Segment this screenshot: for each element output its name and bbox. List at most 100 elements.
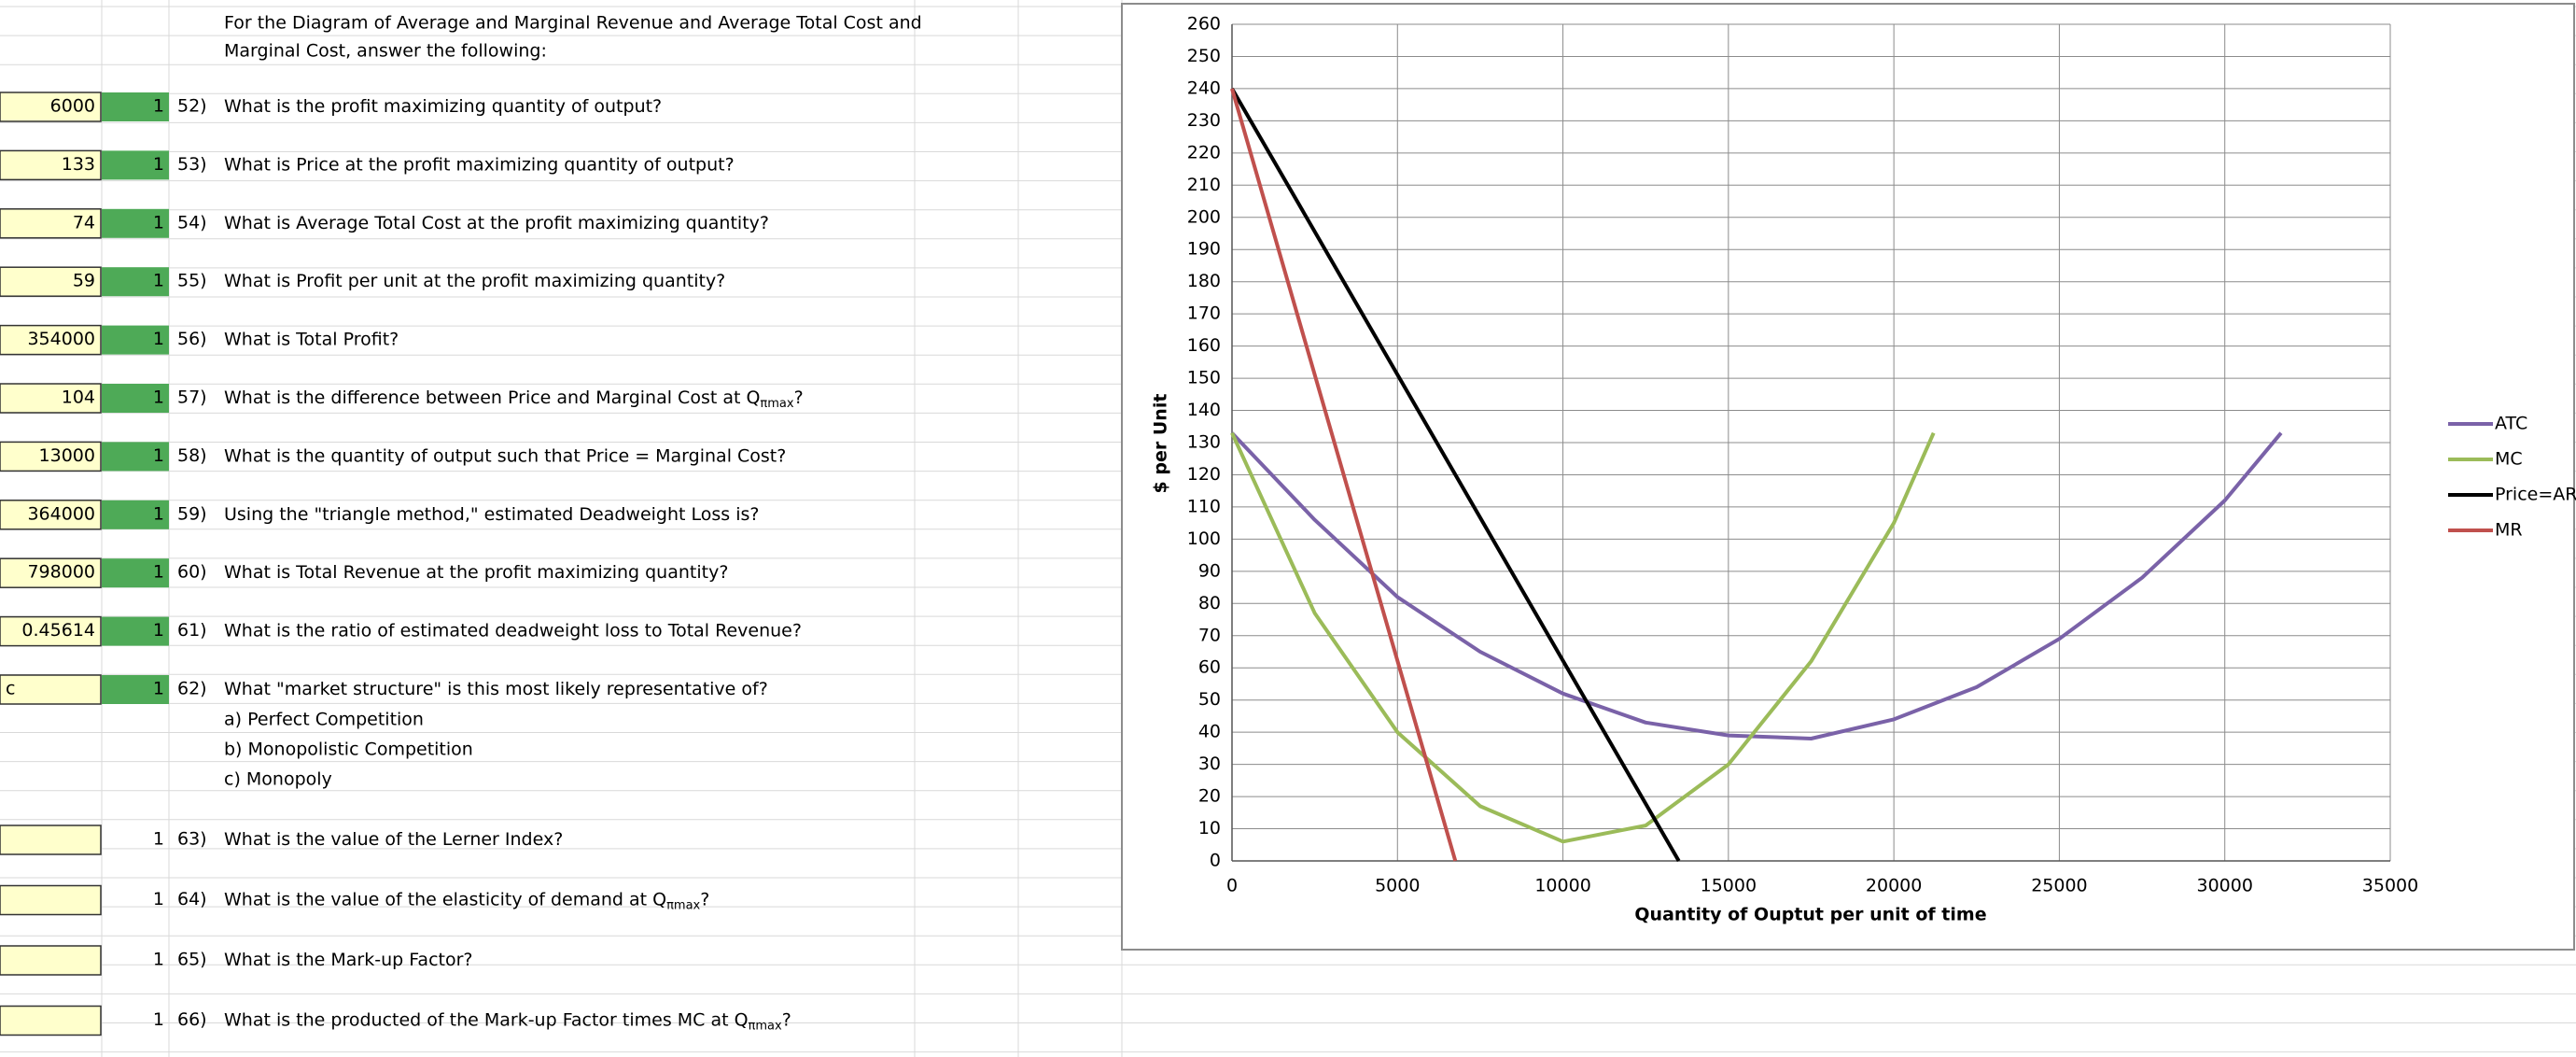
answer-cell[interactable] <box>0 1005 102 1036</box>
question-number: 53) <box>177 154 207 175</box>
points-cell <box>102 267 169 297</box>
points: 1 <box>153 562 164 583</box>
question-text: What is Price at the profit maximizing q… <box>224 154 735 175</box>
question-text: What is the Mark-up Factor? <box>224 950 473 970</box>
question-end: ? <box>700 889 709 909</box>
question: What is Total Profit? <box>224 329 399 349</box>
points-cell <box>102 384 169 413</box>
y-tick-label: 10 <box>1198 818 1221 839</box>
question: Using the "triangle method," estimated D… <box>224 503 759 524</box>
subscript: πmax <box>749 1019 782 1033</box>
y-tick-label: 50 <box>1198 689 1221 710</box>
x-tick-label: 35000 <box>2362 876 2418 896</box>
answer-cell[interactable] <box>0 674 102 705</box>
question-text: What is the difference between Price and… <box>224 388 760 408</box>
answer-cell[interactable] <box>0 500 102 530</box>
points-cell <box>102 500 169 529</box>
question-text: What is Profit per unit at the profit ma… <box>224 271 725 291</box>
y-tick-label: 20 <box>1198 786 1221 807</box>
question: What is the quantity of output such that… <box>224 445 786 466</box>
y-tick-label: 40 <box>1198 722 1221 742</box>
points-cell <box>102 208 169 238</box>
answer-cell[interactable] <box>0 383 102 414</box>
answer-cell[interactable] <box>0 824 102 855</box>
heading: For the Diagram of Average and Marginal … <box>224 13 922 34</box>
answer-cell[interactable] <box>0 557 102 588</box>
option: b) Monopolistic Competition <box>224 740 473 760</box>
answer-cell[interactable] <box>0 884 102 916</box>
answer-cell[interactable] <box>0 945 102 976</box>
question-end: ? <box>782 1009 791 1030</box>
y-tick-label: 240 <box>1187 78 1221 98</box>
question: What is the Mark-up Factor? <box>224 950 473 970</box>
answer-cell[interactable] <box>0 615 102 647</box>
question-text: What is the profit maximizing quantity o… <box>224 96 662 117</box>
answer: 798000 <box>27 562 95 583</box>
points-cell <box>102 150 169 180</box>
answer-cell[interactable] <box>0 441 102 472</box>
y-axis-title: $ per Unit <box>1151 394 1171 494</box>
y-tick-label: 250 <box>1187 46 1221 66</box>
question: What is Price at the profit maximizing q… <box>224 154 735 175</box>
x-tick-label: 15000 <box>1701 876 1757 896</box>
answer: 6000 <box>50 96 95 117</box>
heading: Marginal Cost, answer the following: <box>224 41 547 62</box>
points-cell <box>102 325 169 355</box>
answer: 0.45614 <box>21 620 95 641</box>
y-tick-label: 160 <box>1187 335 1221 356</box>
series-line <box>1230 431 2283 740</box>
question-end: ? <box>794 388 804 408</box>
legend-label: MC <box>2495 449 2523 470</box>
x-tick-label: 20000 <box>1866 876 1922 896</box>
y-tick-label: 100 <box>1187 528 1221 549</box>
question: What is Profit per unit at the profit ma… <box>224 271 725 291</box>
question: What is the difference between Price and… <box>224 388 804 411</box>
question: What is the value of the elasticity of d… <box>224 889 709 912</box>
points-cell <box>102 616 169 646</box>
points: 1 <box>153 620 164 641</box>
series-line <box>1230 431 1936 844</box>
points: 1 <box>153 388 164 408</box>
answer-cell[interactable] <box>0 149 102 181</box>
y-tick-label: 200 <box>1187 206 1221 227</box>
question: What is Total Revenue at the profit maxi… <box>224 562 728 583</box>
y-tick-label: 180 <box>1187 271 1221 291</box>
answer: 133 <box>62 154 95 175</box>
question-text: What is the producted of the Mark-up Fac… <box>224 1009 749 1030</box>
question-number: 61) <box>177 620 207 641</box>
y-tick-label: 170 <box>1187 303 1221 324</box>
answer: 354000 <box>27 329 95 349</box>
points: 1 <box>153 679 164 699</box>
points: 1 <box>153 329 164 349</box>
y-tick-label: 140 <box>1187 400 1221 420</box>
question-text: What is the value of the elasticity of d… <box>224 889 666 909</box>
x-tick-label: 10000 <box>1534 876 1590 896</box>
answer: 59 <box>73 271 95 291</box>
x-tick-label: 0 <box>1226 876 1238 896</box>
subscript: πmax <box>666 898 700 912</box>
question: What is the ratio of estimated deadweigh… <box>224 620 802 641</box>
points: 1 <box>153 829 164 850</box>
answer-cell[interactable] <box>0 208 102 239</box>
x-tick-label: 30000 <box>2196 876 2252 896</box>
answer-cell[interactable] <box>0 92 102 122</box>
answer-cell[interactable] <box>0 324 102 356</box>
y-tick-label: 190 <box>1187 239 1221 260</box>
question: What "market structure" is this most lik… <box>224 679 768 699</box>
y-tick-label: 130 <box>1187 432 1221 453</box>
y-tick-label: 60 <box>1198 657 1221 678</box>
points: 1 <box>153 950 164 970</box>
answer-cell[interactable] <box>0 266 102 297</box>
question: What is Average Total Cost at the profit… <box>224 212 769 233</box>
y-tick-label: 230 <box>1187 110 1221 131</box>
question-text: Using the "triangle method," estimated D… <box>224 503 759 524</box>
x-axis-title: Quantity of Ouptut per unit of time <box>1634 905 1986 925</box>
points: 1 <box>153 1009 164 1030</box>
legend-label: ATC <box>2495 414 2527 434</box>
points: 1 <box>153 445 164 466</box>
question-number: 59) <box>177 503 207 524</box>
points: 1 <box>153 154 164 175</box>
points: 1 <box>153 889 164 909</box>
points: 1 <box>153 271 164 291</box>
